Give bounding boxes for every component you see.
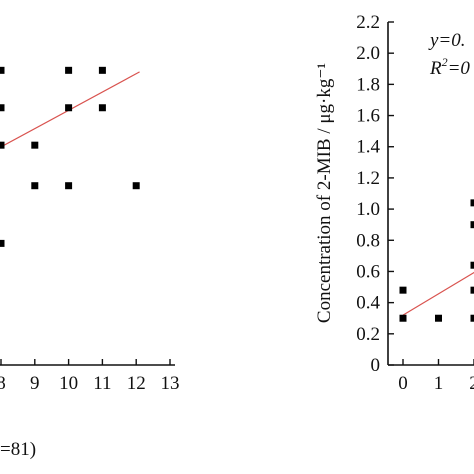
regression-equation: y=0. [428, 30, 466, 51]
left-x-tick-label: 10 [59, 373, 78, 394]
left-data-point [31, 182, 39, 190]
left-fit-line [0, 71, 140, 149]
right-regression-line [402, 271, 474, 316]
right-y-tick-label: 0 [371, 355, 381, 376]
right-data-point [470, 314, 474, 322]
right-data-point [470, 261, 474, 269]
right-y-tick-label: 0.2 [356, 324, 380, 345]
r-squared-text: R2=0 [429, 55, 470, 79]
right-data-point [470, 286, 474, 294]
right-chart: 0 0.2 0.4 0.6 0.8 1.0 1.2 1.4 1.6 1.8 2.0 2.2 0 1 2 C… [314, 12, 474, 394]
left-x-ticks: 8 9 10 11 12 13 [0, 359, 180, 394]
right-data-point [470, 221, 474, 229]
left-data-point [0, 104, 5, 112]
equation-line-1: y=0. [428, 30, 466, 51]
left-data-point [132, 182, 140, 190]
right-y-axis-label: Concentration of 2-MIB / μg·kg⁻¹ [314, 63, 335, 324]
right-y-tick-label: 0.6 [356, 261, 380, 282]
right-x-tick-label: 0 [398, 373, 408, 394]
right-data-point [399, 286, 407, 294]
left-data-point [0, 239, 5, 247]
r-squared-prefix: R [429, 58, 442, 79]
left-data-point [65, 104, 73, 112]
right-y-tick-label: 1.0 [356, 199, 380, 220]
right-y-tick-label: 1.8 [356, 74, 380, 95]
right-y-tick-label: 1.2 [356, 168, 380, 189]
right-points [399, 199, 474, 322]
left-x-tick-label: 9 [30, 373, 40, 394]
left-chart: 8 9 10 11 12 13 =81) [0, 66, 180, 460]
left-data-point [98, 66, 106, 74]
left-data-point [31, 141, 39, 149]
right-y-tick-label: 2.2 [356, 12, 380, 33]
left-x-tick-label: 13 [161, 373, 180, 394]
right-fit-line [402, 271, 474, 316]
right-y-tick-label: 1.4 [356, 137, 380, 158]
left-data-point [98, 104, 106, 112]
right-y-tick-label: 1.6 [356, 106, 380, 127]
left-regression-line [0, 71, 140, 149]
left-data-point [0, 141, 5, 149]
left-x-tick-label: 12 [127, 373, 146, 394]
r-squared-suffix: =0 [448, 58, 471, 79]
left-points [0, 66, 140, 247]
right-y-ticks: 0 0.2 0.4 0.6 0.8 1.0 1.2 1.4 1.6 1.8 2.0 2.2 [356, 12, 394, 376]
left-x-tick-label: 8 [0, 373, 6, 394]
right-y-tick-label: 0.8 [356, 230, 380, 251]
right-y-tick-label: 0.4 [356, 293, 380, 314]
left-data-point [65, 182, 73, 190]
right-y-tick-label: 2.0 [356, 43, 380, 64]
right-data-point [470, 199, 474, 207]
right-x-tick-label: 2 [469, 373, 474, 394]
left-x-tick-label: 11 [93, 373, 111, 394]
r-squared-superscript: 2 [442, 55, 448, 69]
right-x-tick-label: 1 [434, 373, 444, 394]
left-data-point [65, 66, 73, 74]
left-data-point [0, 66, 5, 74]
right-data-point [435, 314, 442, 322]
left-footer-text: =81) [0, 439, 36, 460]
right-data-point [399, 314, 407, 322]
right-x-ticks: 0 1 2 [398, 359, 474, 394]
